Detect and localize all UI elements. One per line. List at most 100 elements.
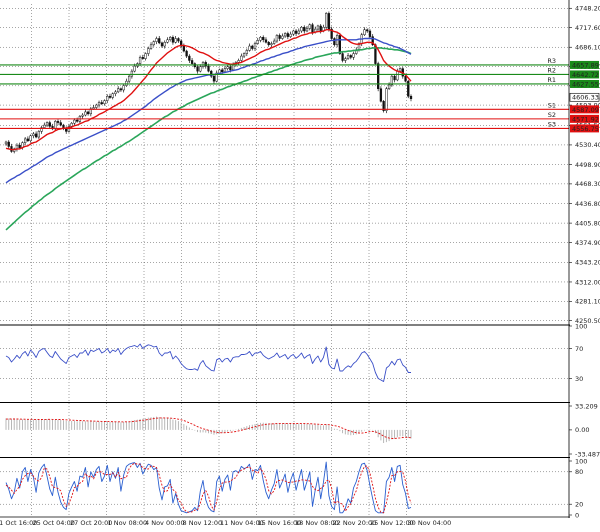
candle-body — [316, 25, 320, 30]
time-axis-label: 8 Nov 12:00 — [183, 519, 223, 527]
candle-body — [133, 65, 136, 72]
candle-body — [182, 45, 186, 52]
time-axis-label: 22 Nov 20:00 — [333, 519, 377, 527]
level-price-label: 4587.09 — [572, 106, 599, 114]
price-tick-label: 4530.40 — [575, 141, 600, 149]
candle-body — [210, 70, 213, 77]
ma-slow-line — [5, 47, 412, 231]
candle-body — [393, 75, 396, 81]
candle-body — [390, 75, 393, 86]
candle-body — [256, 40, 259, 44]
candle-body — [149, 44, 153, 49]
candle-body — [163, 42, 166, 47]
candle-body — [75, 119, 79, 122]
candle-body — [398, 68, 402, 72]
candle-body — [346, 55, 350, 59]
candle-body — [125, 80, 128, 86]
price-tick-label: 4250.50 — [575, 317, 600, 325]
time-axis-label: 1 Nov 08:00 — [108, 519, 148, 527]
price-tick-label: 4436.80 — [575, 200, 600, 208]
stoch-tick-label: 100 — [575, 457, 587, 465]
candle-body — [289, 33, 292, 37]
candle-body — [352, 53, 355, 58]
candle-body — [379, 88, 383, 102]
candle-body — [396, 70, 399, 81]
price-tick-label: 4374.90 — [575, 239, 600, 247]
time-axis-label: 27 Oct 20:00 — [70, 519, 112, 527]
candle-body — [226, 66, 229, 69]
candle-body — [297, 30, 300, 34]
candle-body — [319, 25, 322, 32]
stoch-tick-label: 0 — [575, 511, 579, 519]
candle-body — [130, 70, 134, 77]
candle-body — [221, 69, 224, 73]
candle-body — [371, 36, 374, 46]
rsi-tick-label: 100 — [575, 322, 587, 330]
candle-body — [18, 144, 21, 148]
time-axis-label: 21 Oct 16:00 — [0, 519, 37, 527]
candle-body — [174, 38, 177, 43]
candle-body — [73, 119, 76, 124]
candle-body — [70, 122, 73, 127]
candle-body — [237, 60, 240, 63]
level-price-label: 4556.75 — [572, 125, 599, 133]
candle-body — [56, 121, 60, 123]
price-tick-label: 4468.30 — [575, 180, 600, 188]
candle-body — [32, 133, 35, 137]
candle-body — [368, 30, 372, 37]
current-price-badge — [569, 92, 600, 102]
stoch-main-line — [5, 461, 412, 514]
candle-body — [270, 43, 273, 46]
level-name-r1: R1 — [547, 76, 556, 84]
candle-body — [363, 29, 366, 35]
candle-body — [45, 122, 49, 126]
candle-body — [264, 39, 268, 43]
candle-body — [138, 57, 142, 64]
time-axis-label: 25 Nov 12:00 — [370, 519, 414, 527]
price-tick-label: 4717.60 — [575, 24, 600, 32]
level-name-s1: S1 — [548, 101, 556, 109]
candle-body — [89, 108, 92, 115]
macd-tick-label: 33.209 — [575, 402, 598, 410]
candle-body — [103, 100, 106, 105]
candle-body — [253, 43, 257, 49]
candle-body — [240, 55, 243, 61]
candle-body — [215, 72, 218, 82]
candle-body — [147, 48, 150, 54]
candle-body — [344, 58, 347, 61]
candle-body — [86, 111, 90, 115]
level-price-badge — [570, 124, 599, 133]
candle-body — [26, 138, 30, 142]
candle-body — [7, 141, 10, 147]
candle-body — [40, 127, 43, 132]
candle-body — [382, 101, 385, 111]
candle-body — [281, 35, 284, 39]
candle-body — [111, 93, 114, 98]
candle-body — [177, 38, 180, 42]
candle-body — [152, 41, 155, 46]
price-tick-label: 4686.10 — [575, 44, 600, 52]
candle-body — [231, 64, 235, 71]
candle-body — [223, 68, 227, 73]
candle-body — [204, 62, 207, 67]
candle-body — [108, 95, 112, 98]
level-name-r3: R3 — [547, 57, 556, 65]
candle-body — [122, 85, 125, 91]
price-tick-label: 4312.00 — [575, 278, 600, 286]
level-price-label: 4657.89 — [572, 61, 599, 69]
candle-body — [185, 50, 188, 57]
candle-body — [119, 88, 123, 91]
candle-body — [48, 122, 51, 127]
candle-body — [262, 37, 265, 41]
time-axis-label: 4 Nov 00:00 — [145, 519, 185, 527]
candle-body — [330, 28, 333, 39]
candle-body — [377, 63, 380, 89]
candle-body — [114, 91, 117, 94]
candle-body — [199, 66, 202, 72]
ma-fast-line — [5, 29, 412, 151]
candle-body — [308, 24, 311, 29]
candle-body — [267, 42, 270, 46]
candle-body — [144, 53, 147, 59]
candle-body — [341, 53, 344, 61]
candle-body — [37, 131, 40, 138]
